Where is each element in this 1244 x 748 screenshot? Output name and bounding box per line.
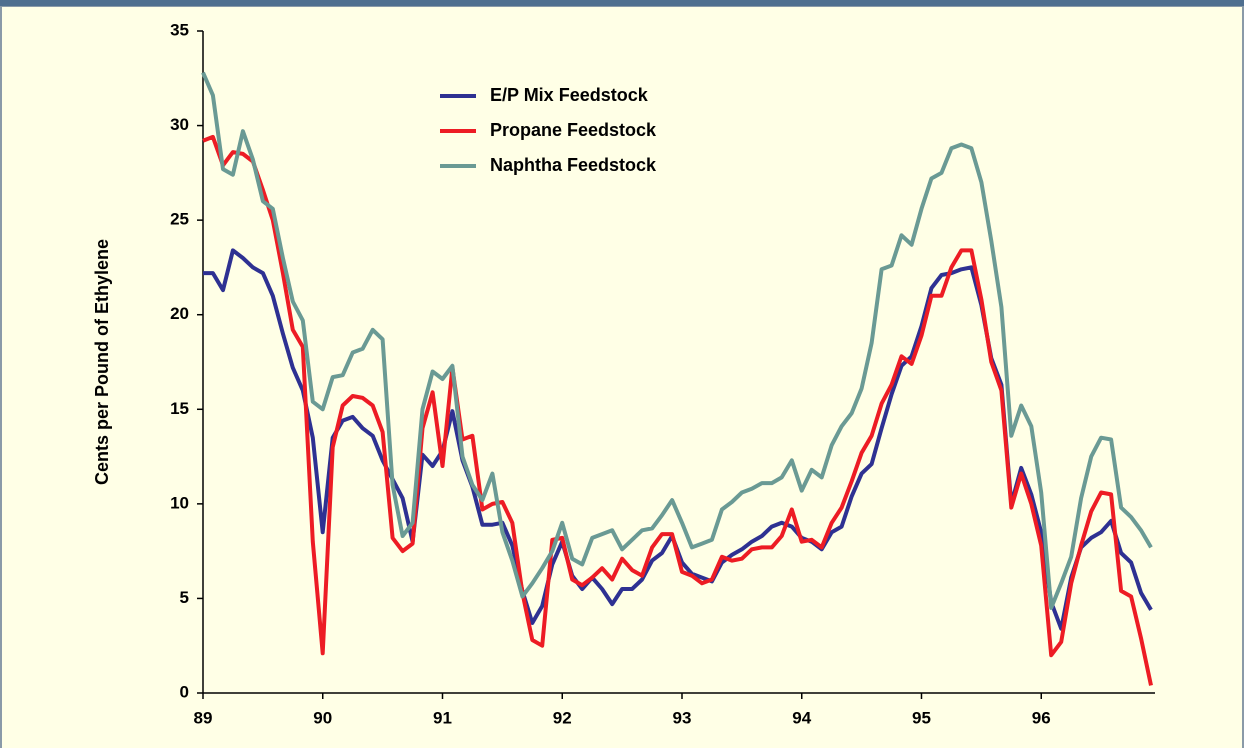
top-bar — [0, 0, 1244, 6]
x-tick-label: 91 — [433, 708, 452, 727]
x-tick-label: 95 — [912, 708, 931, 727]
y-tick-label: 30 — [170, 115, 189, 134]
legend-label: Naphtha Feedstock — [490, 155, 657, 175]
y-tick-label: 10 — [170, 493, 189, 512]
y-tick-label: 15 — [170, 399, 189, 418]
x-tick-label: 93 — [673, 708, 692, 727]
y-tick-label: 25 — [170, 210, 189, 229]
chart-background — [2, 7, 1242, 748]
x-tick-label: 92 — [553, 708, 572, 727]
y-tick-label: 0 — [180, 682, 189, 701]
x-tick-label: 96 — [1032, 708, 1051, 727]
y-tick-label: 5 — [180, 588, 189, 607]
x-tick-label: 89 — [194, 708, 213, 727]
legend-label: E/P Mix Feedstock — [490, 85, 649, 105]
y-axis-title: Cents per Pound of Ethylene — [92, 239, 112, 485]
series-line — [202, 134, 1153, 686]
legend-label: Propane Feedstock — [490, 120, 657, 140]
series-line — [201, 71, 1153, 610]
x-tick-label: 90 — [313, 708, 332, 727]
x-tick-label: 94 — [792, 708, 811, 727]
y-tick-label: 20 — [170, 304, 189, 323]
y-tick-label: 35 — [170, 20, 189, 39]
